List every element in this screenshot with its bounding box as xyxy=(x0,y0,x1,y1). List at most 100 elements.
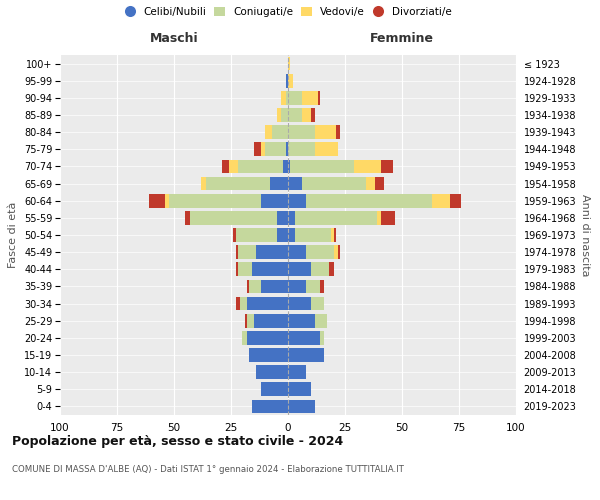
Bar xyxy=(272,126,288,139)
Bar xyxy=(281,91,286,104)
Bar xyxy=(288,91,302,104)
Bar xyxy=(247,280,249,293)
Y-axis label: Anni di nascita: Anni di nascita xyxy=(580,194,590,276)
Bar xyxy=(288,126,316,139)
Bar xyxy=(288,142,316,156)
Bar xyxy=(311,296,325,310)
Bar xyxy=(288,74,293,88)
Bar xyxy=(283,160,288,173)
Bar xyxy=(233,228,236,242)
Text: COMUNE DI MASSA D'ALBE (AQ) - Dati ISTAT 1° gennaio 2024 - Elaborazione TUTTITAL: COMUNE DI MASSA D'ALBE (AQ) - Dati ISTAT… xyxy=(12,465,404,474)
Bar xyxy=(265,126,272,139)
Bar xyxy=(277,211,288,224)
Bar xyxy=(377,211,382,224)
Bar xyxy=(222,160,229,173)
Bar xyxy=(249,280,260,293)
Bar xyxy=(260,382,288,396)
Bar xyxy=(247,314,254,328)
Bar xyxy=(238,246,256,259)
Bar xyxy=(202,176,206,190)
Bar xyxy=(382,211,395,224)
Bar xyxy=(306,280,320,293)
Bar xyxy=(288,56,290,70)
Bar xyxy=(288,246,306,259)
Bar xyxy=(311,108,316,122)
Bar xyxy=(190,211,277,224)
Bar xyxy=(288,382,311,396)
Bar xyxy=(334,246,338,259)
Bar xyxy=(317,91,320,104)
Bar xyxy=(295,211,377,224)
Bar xyxy=(354,160,382,173)
Bar xyxy=(265,142,286,156)
Bar xyxy=(302,108,311,122)
Bar xyxy=(329,262,334,276)
Bar xyxy=(302,176,365,190)
Bar xyxy=(270,176,288,190)
Bar xyxy=(316,142,338,156)
Bar xyxy=(229,160,238,173)
Bar xyxy=(286,142,288,156)
Bar xyxy=(450,194,461,207)
Bar xyxy=(288,176,302,190)
Bar xyxy=(374,176,384,190)
Bar xyxy=(165,194,169,207)
Bar xyxy=(316,314,327,328)
Bar xyxy=(245,314,247,328)
Bar xyxy=(185,211,190,224)
Bar xyxy=(249,348,288,362)
Bar xyxy=(260,142,265,156)
Bar xyxy=(149,194,165,207)
Bar xyxy=(247,296,288,310)
Bar xyxy=(288,366,306,379)
Text: Femmine: Femmine xyxy=(370,32,434,44)
Bar xyxy=(382,160,393,173)
Bar xyxy=(306,246,334,259)
Bar xyxy=(288,331,320,344)
Bar xyxy=(365,176,374,190)
Bar xyxy=(277,228,288,242)
Bar xyxy=(288,280,306,293)
Bar xyxy=(290,160,354,173)
Y-axis label: Fasce di età: Fasce di età xyxy=(8,202,19,268)
Bar xyxy=(334,228,336,242)
Bar xyxy=(256,366,288,379)
Bar xyxy=(236,228,277,242)
Bar xyxy=(236,246,238,259)
Bar xyxy=(288,194,306,207)
Bar xyxy=(288,108,302,122)
Bar xyxy=(260,280,288,293)
Bar xyxy=(260,194,288,207)
Bar xyxy=(311,262,329,276)
Legend: Celibi/Nubili, Coniugati/e, Vedovi/e, Divorziati/e: Celibi/Nubili, Coniugati/e, Vedovi/e, Di… xyxy=(120,2,456,21)
Bar xyxy=(169,194,260,207)
Bar xyxy=(288,400,316,413)
Bar xyxy=(206,176,270,190)
Bar xyxy=(254,314,288,328)
Text: Popolazione per età, sesso e stato civile - 2024: Popolazione per età, sesso e stato civil… xyxy=(12,435,343,448)
Bar xyxy=(302,91,317,104)
Bar xyxy=(336,126,340,139)
Text: Maschi: Maschi xyxy=(149,32,199,44)
Bar xyxy=(286,74,288,88)
Bar xyxy=(331,228,334,242)
Bar xyxy=(254,142,260,156)
Bar xyxy=(256,246,288,259)
Bar xyxy=(320,331,325,344)
Bar xyxy=(320,280,325,293)
Bar xyxy=(277,108,281,122)
Bar xyxy=(240,296,247,310)
Bar xyxy=(316,126,336,139)
Bar xyxy=(251,400,288,413)
Bar xyxy=(431,194,450,207)
Bar xyxy=(236,262,238,276)
Bar xyxy=(238,262,251,276)
Bar xyxy=(288,262,311,276)
Bar xyxy=(247,331,288,344)
Bar xyxy=(288,348,325,362)
Bar xyxy=(288,296,311,310)
Bar xyxy=(288,211,295,224)
Bar xyxy=(306,194,431,207)
Bar xyxy=(288,314,316,328)
Bar xyxy=(286,91,288,104)
